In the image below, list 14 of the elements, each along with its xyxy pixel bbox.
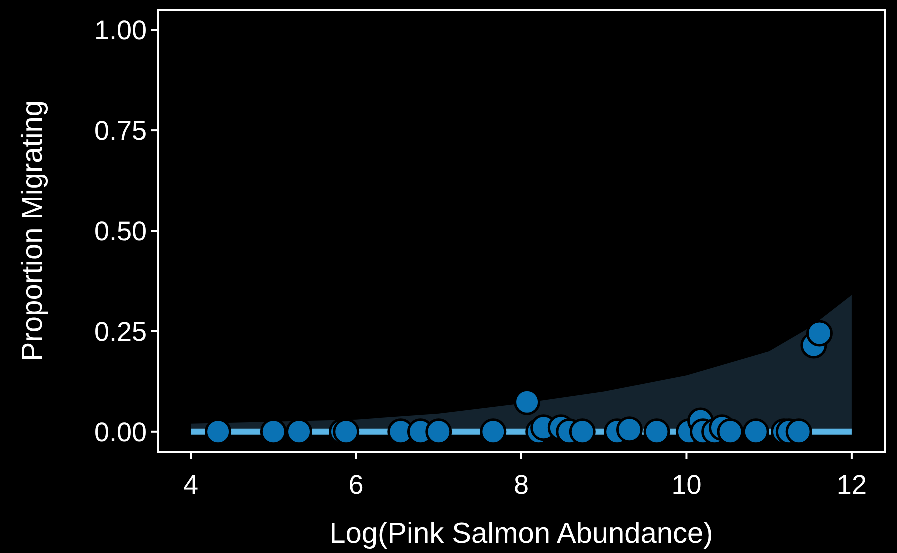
y-axis-title: Proportion Migrating: [17, 100, 49, 362]
x-axis-title: Log(Pink Salmon Abundance): [330, 518, 714, 550]
point: [806, 320, 833, 347]
y-tick-label: 0.25: [94, 316, 147, 347]
x-tick-label: 10: [672, 470, 702, 500]
x-tick-label: 8: [514, 470, 530, 500]
x-tick-label: 12: [836, 470, 867, 500]
y-tick-label: 1.00: [94, 16, 147, 46]
x-tick-label: 6: [348, 470, 364, 500]
y-tick-label: 0.50: [94, 216, 147, 246]
y-tick-label: 0.00: [94, 417, 147, 448]
y-tick-label: 0.75: [94, 116, 147, 146]
point: [616, 416, 643, 444]
x-tick-label: 4: [184, 470, 199, 500]
